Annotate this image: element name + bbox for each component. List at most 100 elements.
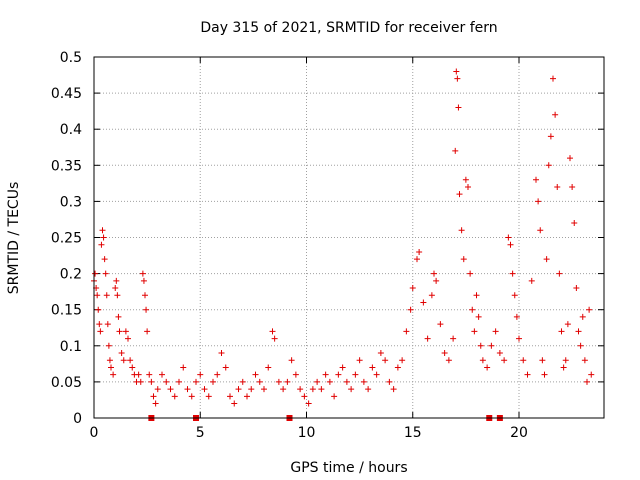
data-point <box>386 378 393 385</box>
data-point <box>288 357 295 364</box>
data-point <box>516 335 522 342</box>
x-tick-label: 15 <box>404 425 422 441</box>
data-point <box>297 386 304 393</box>
data-point <box>382 357 389 364</box>
data-point <box>390 386 397 393</box>
data-point <box>167 386 174 393</box>
data-point <box>524 371 531 378</box>
data-point <box>275 378 282 385</box>
y-tick-label: 0.5 <box>60 50 82 66</box>
data-point <box>135 371 142 378</box>
data-point <box>201 386 208 393</box>
data-point <box>318 386 325 393</box>
data-point <box>399 357 406 364</box>
data-point <box>95 306 102 313</box>
x-tick-label: 0 <box>90 425 99 441</box>
data-point <box>163 378 170 385</box>
data-point <box>322 371 329 378</box>
data-point <box>454 75 461 82</box>
data-point <box>541 371 548 378</box>
data-point <box>394 364 401 371</box>
data-point <box>104 321 111 328</box>
data-point <box>218 350 225 357</box>
data-point <box>373 371 380 378</box>
data-point <box>265 364 272 371</box>
y-tick-label: 0.2 <box>60 267 82 283</box>
data-point <box>575 328 582 335</box>
data-point <box>577 342 584 349</box>
data-point <box>184 386 191 393</box>
data-point <box>471 328 478 335</box>
data-point <box>148 378 155 385</box>
data-point <box>505 234 512 241</box>
data-point <box>535 198 542 205</box>
data-point <box>507 241 514 248</box>
data-point <box>120 357 127 364</box>
x-tick-label: 20 <box>510 425 528 441</box>
data-point <box>105 342 112 349</box>
data-point <box>450 335 457 342</box>
data-point <box>143 306 150 313</box>
data-point <box>125 335 131 342</box>
data-point <box>456 191 463 198</box>
data-point <box>458 227 465 234</box>
x-axis-label: GPS time / hours <box>290 460 407 476</box>
data-point <box>437 321 444 328</box>
data-point <box>140 277 147 284</box>
data-point <box>214 371 221 378</box>
data-point <box>501 357 508 364</box>
data-point <box>271 335 278 342</box>
data-point <box>235 386 242 393</box>
data-point <box>210 378 216 385</box>
data-point <box>180 364 187 371</box>
data-point <box>227 393 233 400</box>
data-point <box>176 378 182 385</box>
data-point <box>152 400 159 407</box>
data-point <box>552 111 559 118</box>
data-point <box>475 313 482 320</box>
data-point <box>139 270 146 277</box>
y-tick-label: 0.15 <box>51 303 82 319</box>
data-point <box>116 328 123 335</box>
data-point <box>558 328 565 335</box>
data-point <box>112 285 119 292</box>
data-point <box>477 342 484 349</box>
data-point <box>513 313 520 320</box>
data-point <box>569 183 576 190</box>
data-point <box>171 393 178 400</box>
data-point <box>556 270 563 277</box>
data-point <box>261 386 267 393</box>
data-point <box>92 270 99 277</box>
data-point <box>339 364 346 371</box>
data-point <box>98 241 105 248</box>
data-point <box>460 256 467 263</box>
data-point <box>586 306 593 313</box>
data-point <box>331 393 338 400</box>
data-point <box>365 386 372 393</box>
data-point <box>520 357 527 364</box>
data-point <box>284 378 291 385</box>
y-tick-label: 0.25 <box>51 231 82 247</box>
data-point <box>108 364 114 371</box>
data-point <box>205 393 212 400</box>
axis-ticks: 0 5 10 15 20 0 0.05 0.1 0.15 0.2 0.25 0.3 0.35 0.4 0.4… <box>51 50 604 441</box>
data-point <box>564 321 571 328</box>
y-tick-label: 0.05 <box>51 375 82 391</box>
y-axis-label: SRMTID / TECUs <box>6 182 22 295</box>
data-point <box>537 227 544 234</box>
data-point <box>545 162 552 169</box>
data-point <box>231 400 238 407</box>
data-point <box>453 68 460 75</box>
data-point <box>484 364 491 371</box>
data-point <box>492 328 499 335</box>
data-point <box>407 306 414 313</box>
y-tick-label: 0.1 <box>60 339 82 355</box>
data-point <box>496 350 503 357</box>
data-point <box>581 357 588 364</box>
data-point <box>533 176 539 183</box>
data-point <box>326 378 333 385</box>
data-point <box>197 371 204 378</box>
data-point <box>409 285 416 292</box>
